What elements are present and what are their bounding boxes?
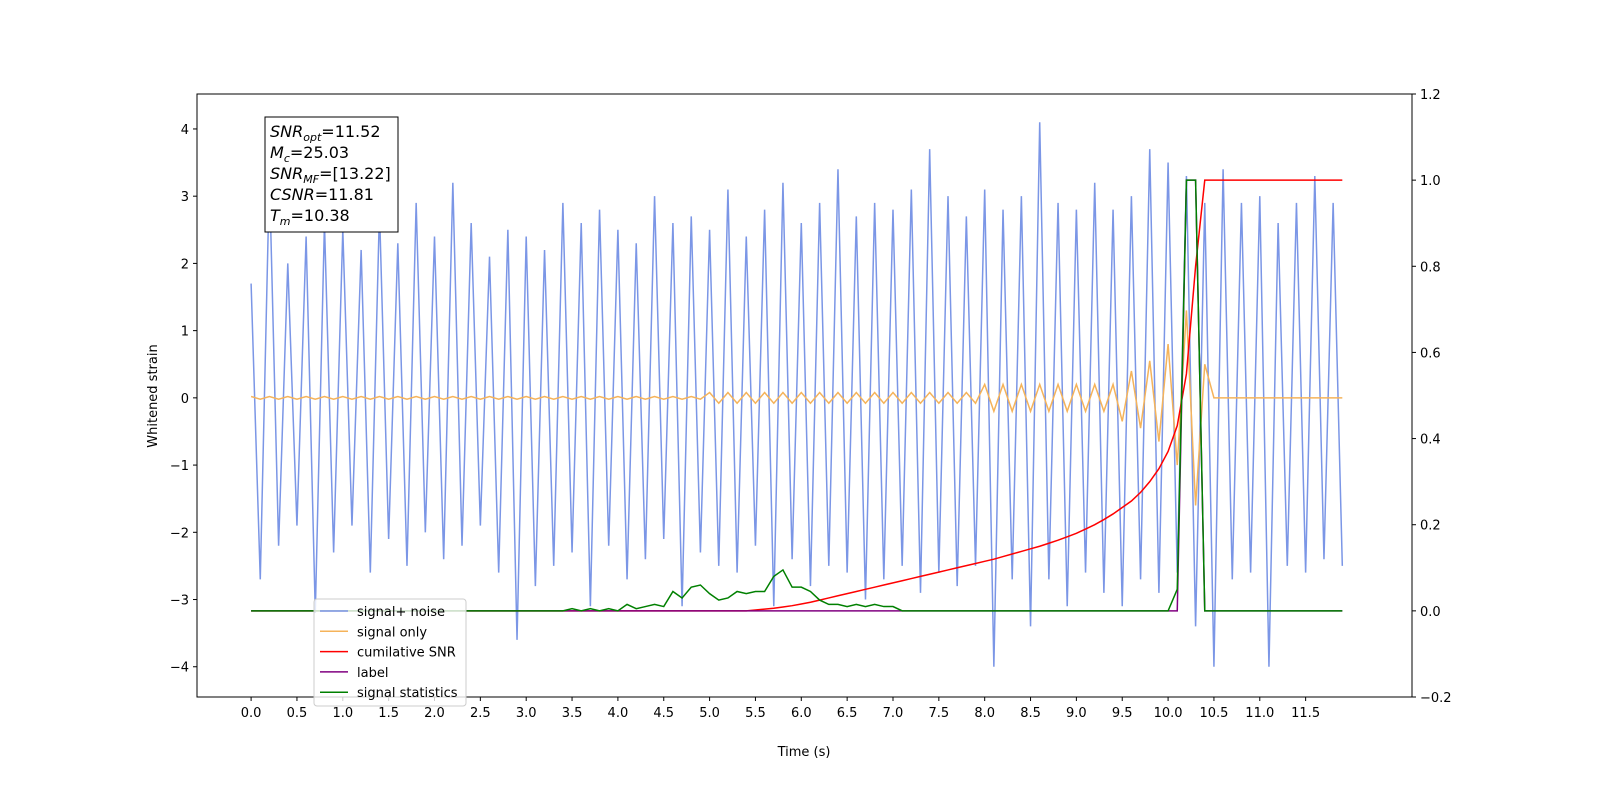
annotation-sub: opt [303,131,322,144]
annotation-base: SNR [270,122,303,141]
series-line [250,122,1344,667]
y-tick-label: 2 [181,257,189,272]
y-tick-label: 3 [181,190,189,205]
x-tick-label: 10.5 [1199,706,1228,721]
annotation-line: Tm=10.38 [270,206,350,228]
y2-tick-label: 1.2 [1420,88,1441,103]
x-tick-label: 8.0 [974,706,995,721]
legend-label: label [357,666,388,681]
y2-tick-label: 0.6 [1420,346,1441,361]
x-tick-label: 4.5 [653,706,674,721]
x-tick-label: 6.5 [837,706,858,721]
annotation-line: Mc=25.03 [270,143,349,165]
x-tick-label: 11.5 [1291,706,1320,721]
x-tick-label: 7.0 [883,706,904,721]
series-line [250,310,1343,506]
x-tick-label: 9.5 [1112,706,1133,721]
y-tick-label: 4 [181,123,189,138]
y2-tick-label: 0.8 [1420,260,1441,275]
x-tick-label: 3.5 [562,706,583,721]
y-tick-label: −4 [170,661,189,676]
x-tick-label: 10.0 [1154,706,1183,721]
annotation-box [264,116,399,233]
x-tick-label: 11.0 [1245,706,1274,721]
annotation-sub: c [284,152,290,165]
y-tick-label: 0 [181,392,189,407]
legend-label: signal only [357,625,427,640]
x-tick-label: 8.5 [1020,706,1041,721]
legend-box [313,598,467,707]
annotation-base: SNR [270,164,303,183]
y2-tick-label: −0.2 [1420,691,1452,706]
legend-label: signal+ noise [357,605,445,620]
x-tick-label: 2.0 [424,706,445,721]
x-tick-label: 2.5 [470,706,491,721]
annotation-text: =25.03 [290,143,349,162]
legend-label: signal statistics [357,686,458,701]
x-tick-label: 1.0 [332,706,353,721]
y-axis-label: Whitened strain [146,344,161,447]
x-tick-label: 5.0 [699,706,720,721]
annotation-base: CSNR [270,185,315,204]
y-tick-label: 1 [181,325,189,340]
annotation-line: CSNR=11.81 [270,185,374,204]
x-tick-label: 1.5 [378,706,399,721]
annotation-text: =11.52 [321,122,380,141]
annotation-base: M [270,143,284,162]
y-tick-label: −3 [170,594,189,609]
annotation-sub: MF [303,173,319,186]
y2-tick-label: 0.4 [1420,433,1441,448]
y-tick-label: −1 [170,459,189,474]
x-tick-label: 9.0 [1066,706,1087,721]
x-tick-label: 4.0 [608,706,629,721]
annotation-line: SNRopt=11.52 [270,122,381,144]
x-tick-label: 0.0 [241,706,262,721]
x-tick-label: 7.5 [928,706,949,721]
y2-tick-label: 0.2 [1420,519,1441,534]
x-tick-label: 3.0 [516,706,537,721]
annotation-text: =11.81 [315,185,374,204]
x-axis-label: Time (s) [777,745,831,760]
annotation-text: =[13.22] [319,164,391,183]
y2-tick-label: 0.0 [1420,605,1441,620]
plot-frame [196,93,1413,698]
annotation-sub: m [280,215,291,228]
legend-label: cumilative SNR [357,646,456,661]
annotation-text: =10.38 [291,206,350,225]
x-tick-label: 0.5 [287,706,308,721]
annotation-base: T [270,206,281,225]
y2-tick-label: 1.0 [1420,174,1441,189]
annotation-line: SNRMF=[13.22] [270,164,391,186]
x-tick-label: 5.5 [745,706,766,721]
y-tick-label: −2 [170,526,189,541]
x-tick-label: 6.0 [791,706,812,721]
